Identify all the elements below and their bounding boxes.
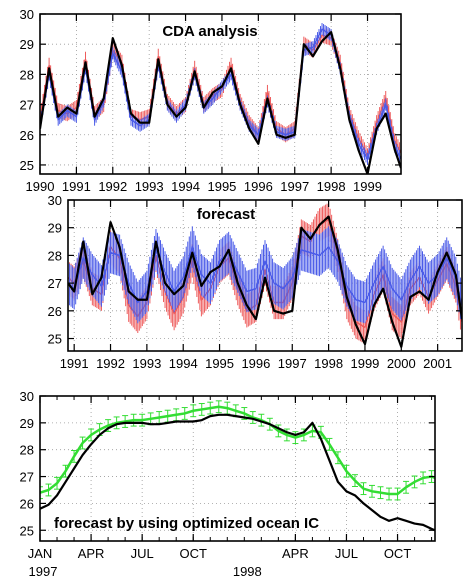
plot-frame <box>39 13 402 175</box>
x-tick-label: 1995 <box>205 356 234 371</box>
series-1 <box>40 400 435 501</box>
y-tick-label: 26 <box>20 496 34 511</box>
x-tick-label: 1996 <box>241 356 270 371</box>
x-tick-label: OCT <box>384 546 412 561</box>
x-tick-label: OCT <box>180 546 208 561</box>
plot-frame <box>67 199 463 352</box>
series-0 <box>40 31 401 174</box>
x-tick-label: 1992 <box>96 356 125 371</box>
x-tick-label: 1992 <box>98 179 127 194</box>
y-axis: 25 26 27 28 29 30 <box>20 7 401 173</box>
y-tick-label: 25 <box>20 158 34 173</box>
plot-area <box>68 202 462 348</box>
y-tick-label: 26 <box>48 304 62 319</box>
x-tick-label: 1991 <box>62 179 91 194</box>
x-axis: 1990 1991 1992 1993 1994 1995 1996 1997 1998 1999 <box>26 14 382 194</box>
y-tick-label: 25 <box>20 523 34 538</box>
x-tick-label: 1999 <box>353 179 382 194</box>
chart-panel-optimized-ic: 25 26 27 28 29 30 JAN APR JUL OCT APR JUL OCT 1997 199… <box>20 389 436 579</box>
y-axis: 25 26 27 28 29 30 <box>48 193 462 347</box>
x-tick-label: 1994 <box>171 179 200 194</box>
chart-annotation: forecast by using optimized ocean IC <box>54 515 319 532</box>
x-tick-label: 1996 <box>244 179 273 194</box>
x-tick-label: JAN <box>28 546 53 561</box>
y-tick-label: 29 <box>48 221 62 236</box>
y-tick-label: 26 <box>20 128 34 143</box>
chart-title: forecast <box>197 206 255 223</box>
x-tick-label: 1997 <box>278 356 307 371</box>
x-year-label: 1998 <box>233 564 262 579</box>
y-tick-label: 28 <box>20 67 34 82</box>
plot-area <box>40 23 401 174</box>
x-year-label: 1997 <box>29 564 58 579</box>
y-tick-label: 30 <box>20 389 34 404</box>
series-line <box>40 31 401 174</box>
series-line <box>40 413 435 532</box>
x-tick-label: 1998 <box>317 179 346 194</box>
x-tick-label: APR <box>78 546 105 561</box>
x-tick-label: 2001 <box>423 356 452 371</box>
x-tick-label: JUL <box>131 546 154 561</box>
y-tick-label: 28 <box>48 248 62 263</box>
y-tick-label: 29 <box>20 37 34 52</box>
x-tick-label: 1994 <box>169 356 198 371</box>
chart-panel-forecast: 25 26 27 28 29 30 1991 1992 1993 1994 1995 1996 1997… <box>48 193 463 371</box>
x-tick-label: 1993 <box>135 179 164 194</box>
x-tick-label: 1995 <box>207 179 236 194</box>
x-tick-label: 2000 <box>387 356 416 371</box>
y-tick-label: 27 <box>20 98 34 113</box>
chart-title: CDA analysis <box>162 23 257 40</box>
x-tick-label: 1990 <box>26 179 55 194</box>
x-tick-label: 1998 <box>314 356 343 371</box>
y-tick-label: 27 <box>20 470 34 485</box>
y-tick-label: 30 <box>48 193 62 208</box>
x-tick-label: APR <box>282 546 309 561</box>
x-tick-label: 1999 <box>350 356 379 371</box>
y-tick-label: 30 <box>20 7 34 22</box>
chart-panel-cda-analysis: 25 26 27 28 29 30 1990 1991 1992 1993 1994 1995 1996… <box>20 7 402 194</box>
x-axis: 1991 1992 1993 1994 1995 1996 1997 1998 1999 2000… <box>60 200 452 371</box>
series-0 <box>40 413 435 532</box>
x-tick-label: 1997 <box>280 179 309 194</box>
plot-frame <box>39 395 436 542</box>
x-axis: JAN APR JUL OCT APR JUL OCT 1997 1998 <box>28 396 412 579</box>
series-1 <box>40 27 401 164</box>
x-tick-label: 1993 <box>132 356 161 371</box>
y-tick-label: 27 <box>48 276 62 291</box>
plot-area <box>40 400 435 532</box>
y-tick-label: 29 <box>20 416 34 431</box>
x-tick-label: JUL <box>335 546 358 561</box>
y-tick-label: 28 <box>20 443 34 458</box>
y-tick-label: 25 <box>48 332 62 347</box>
x-tick-label: 1991 <box>60 356 89 371</box>
series-line <box>40 405 435 496</box>
